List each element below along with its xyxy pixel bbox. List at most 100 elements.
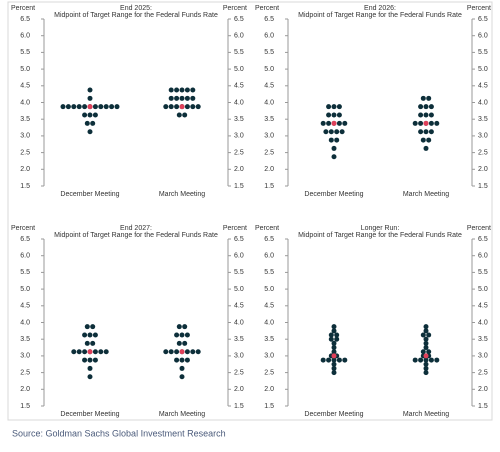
dot	[182, 324, 188, 330]
y2-tick-label: 6.5	[478, 236, 488, 243]
y-tick-label: 2.5	[264, 369, 274, 376]
dot	[163, 349, 169, 355]
x-tick-label: December Meeting	[60, 411, 119, 418]
dot	[328, 137, 334, 143]
dot	[87, 87, 93, 93]
dot	[331, 345, 337, 351]
y-tick-label: 6.5	[20, 236, 30, 243]
y-tick-label: 5.0	[264, 286, 274, 293]
dot	[190, 349, 196, 355]
y2-tick-label: 5.0	[478, 66, 488, 73]
dot	[184, 95, 190, 101]
dot	[92, 349, 98, 355]
y2-tick-label: 2.0	[478, 386, 488, 393]
panel-title: Longer Run:	[361, 225, 400, 232]
y2-tick-label: 4.0	[478, 99, 488, 106]
y2-tick-label: 5.5	[478, 49, 488, 56]
y2-tick-label: 3.5	[234, 116, 244, 123]
dot	[331, 324, 337, 330]
dot	[428, 129, 434, 135]
panel-subtitle: Midpoint of Target Range for the Federal…	[298, 12, 462, 19]
dot	[331, 145, 337, 151]
y-tick-label: 5.0	[20, 66, 30, 73]
dot	[179, 87, 185, 93]
dot	[331, 328, 337, 334]
y-tick-label: 4.0	[264, 319, 274, 326]
dot	[168, 95, 174, 101]
dot	[331, 349, 337, 355]
dot	[60, 104, 66, 110]
dot	[90, 120, 96, 126]
y2-axis-label: Percent	[467, 225, 491, 232]
dot	[84, 120, 90, 126]
dot	[65, 104, 71, 110]
dot	[323, 129, 329, 135]
y-tick-label: 3.5	[264, 336, 274, 343]
dot	[336, 120, 342, 126]
dot	[92, 104, 98, 110]
x-tick-label: March Meeting	[403, 191, 449, 198]
y-tick-label: 4.5	[20, 83, 30, 90]
y-tick-label: 2.0	[264, 386, 274, 393]
x-tick-label: December Meeting	[304, 191, 363, 198]
y2-tick-label: 2.0	[478, 166, 488, 173]
y2-tick-label: 1.5	[234, 183, 244, 190]
dot	[87, 112, 93, 118]
dot	[336, 112, 342, 118]
y2-tick-label: 5.5	[234, 49, 244, 56]
dot	[184, 332, 190, 338]
y-tick-label: 2.5	[264, 149, 274, 156]
median-dot	[179, 349, 185, 355]
y-tick-label: 3.5	[264, 116, 274, 123]
dot	[190, 95, 196, 101]
panel-title: End 2027:	[120, 225, 152, 232]
median-dot	[87, 349, 93, 355]
dot	[109, 104, 115, 110]
y-tick-label: 5.5	[20, 269, 30, 276]
dot	[98, 104, 104, 110]
dot	[423, 324, 429, 330]
dot	[87, 374, 93, 380]
dot	[87, 332, 93, 338]
dot	[184, 104, 190, 110]
y-tick-label: 2.0	[20, 166, 30, 173]
dot	[331, 370, 337, 376]
dot	[190, 104, 196, 110]
y2-tick-label: 3.0	[478, 133, 488, 140]
y-tick-label: 1.5	[20, 183, 30, 190]
dot	[87, 357, 93, 363]
y2-tick-label: 6.0	[234, 33, 244, 40]
y-axis-label: Percent	[255, 225, 279, 232]
y-tick-label: 6.0	[264, 33, 274, 40]
y-tick-label: 4.5	[264, 303, 274, 310]
y2-tick-label: 3.5	[478, 336, 488, 343]
y-tick-label: 1.5	[264, 183, 274, 190]
median-dot	[423, 120, 429, 126]
dot	[195, 104, 201, 110]
dot	[179, 332, 185, 338]
y2-tick-label: 4.5	[234, 303, 244, 310]
dot	[423, 112, 429, 118]
median-dot	[179, 104, 185, 110]
dot	[174, 104, 180, 110]
dot	[331, 154, 337, 160]
y-tick-label: 2.0	[20, 386, 30, 393]
dot	[418, 357, 424, 363]
dot	[326, 357, 332, 363]
y2-tick-label: 2.0	[234, 386, 244, 393]
dot	[174, 357, 180, 363]
dot	[423, 104, 429, 110]
y2-tick-label: 2.5	[478, 149, 488, 156]
y-tick-label: 3.0	[20, 353, 30, 360]
dot	[328, 336, 334, 342]
dot	[87, 129, 93, 135]
y-tick-label: 6.0	[264, 253, 274, 260]
y-tick-label: 1.5	[264, 403, 274, 410]
dot	[92, 332, 98, 338]
y2-tick-label: 5.0	[234, 66, 244, 73]
dot	[423, 129, 429, 135]
dot	[87, 95, 93, 101]
dot	[423, 365, 429, 371]
panel-title: End 2026:	[364, 5, 396, 12]
y-tick-label: 4.5	[264, 83, 274, 90]
